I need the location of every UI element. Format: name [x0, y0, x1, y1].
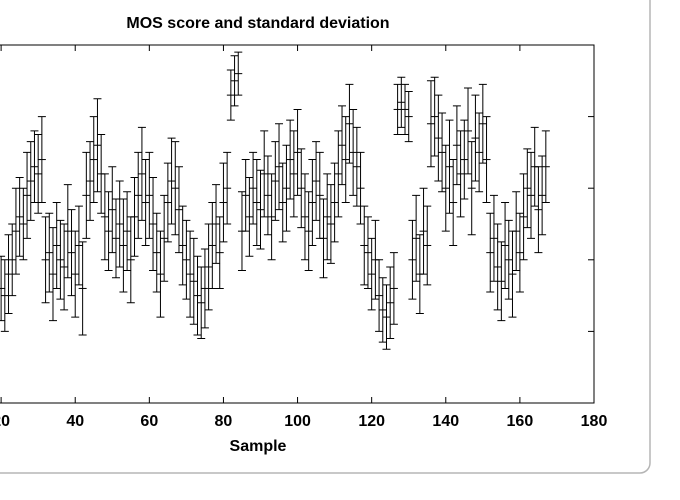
- x-tick-label: 60: [140, 413, 158, 430]
- x-tick-label: 40: [66, 413, 84, 430]
- x-tick-label: 100: [284, 413, 311, 430]
- x-tick-label: 180: [581, 413, 608, 430]
- panel: [0, 0, 651, 474]
- x-tick-label: 140: [432, 413, 459, 430]
- x-tick-label: 120: [358, 413, 385, 430]
- x-tick-label: 160: [507, 413, 534, 430]
- plot-area: 020406080100120140160180012345: [0, 44, 608, 430]
- chart-title: MOS score and standard deviation: [126, 15, 389, 32]
- x-tick-label: 20: [0, 413, 10, 430]
- x-axis-label: Sample: [230, 438, 287, 455]
- x-tick-label: 80: [215, 413, 233, 430]
- plot-frame: [0, 44, 595, 404]
